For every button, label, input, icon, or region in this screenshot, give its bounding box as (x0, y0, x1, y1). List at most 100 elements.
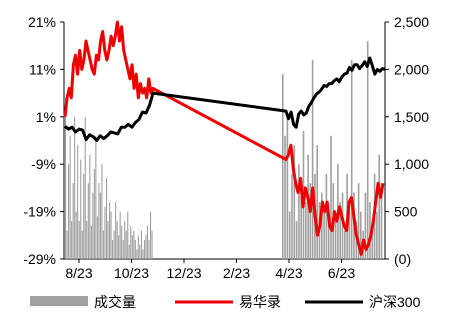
volume-bar (295, 221, 298, 259)
volume-bar (118, 235, 120, 259)
volume-bar (357, 183, 360, 259)
volume-bar (150, 211, 152, 259)
left-tick-label: -19% (23, 204, 56, 220)
volume-bar (112, 240, 114, 259)
volume-bar (121, 225, 123, 259)
volume-bar (90, 225, 92, 259)
volume-bar (122, 240, 124, 259)
volume-bar (143, 240, 145, 259)
volume-bar (131, 235, 133, 259)
volume-bar (291, 173, 293, 259)
volume-bar (140, 230, 142, 259)
volume-bar (350, 59, 353, 260)
volume-bar (282, 74, 284, 259)
volume-bar (305, 202, 307, 259)
right-tick-label: 1,000 (394, 156, 429, 172)
legend: 成交量 易华录 沪深300 (30, 294, 421, 310)
right-tick-label: 2,000 (394, 61, 429, 77)
volume-bar (148, 240, 150, 259)
volume-bar (369, 202, 371, 259)
volume-bar (98, 183, 100, 259)
volume-bar (102, 230, 104, 259)
legend-label: 成交量 (94, 294, 136, 310)
left-tick-label: -9% (31, 156, 56, 172)
volume-bar (115, 202, 117, 259)
x-tick-label: 10/23 (114, 265, 149, 281)
volume-bar (116, 221, 118, 259)
series-lines (63, 20, 386, 256)
legend-label: 易华录 (239, 294, 281, 310)
volume-bar (80, 159, 82, 259)
right-tick-label: (0) (394, 251, 411, 267)
volume-bar (77, 145, 79, 259)
volume-bar (89, 154, 91, 259)
volume-bar (104, 206, 106, 259)
volume-bar (146, 225, 148, 259)
volume-bar (151, 230, 153, 259)
left-tick-label: 11% (29, 61, 56, 77)
volume-bar (293, 145, 296, 259)
volume-bar (107, 221, 109, 259)
volume-bar (86, 221, 88, 259)
volume-bar (68, 164, 70, 259)
volume-bars (65, 41, 383, 260)
volume-bar (78, 221, 80, 259)
volume-bar (380, 183, 383, 259)
tick-labels: 21% 11% 1% -9% -19% -29% 2,500 2,000 1,500 1,000 5… (23, 14, 429, 281)
volume-bar (113, 230, 115, 259)
volume-bar (133, 230, 135, 259)
legend-label: 沪深300 (369, 294, 421, 310)
volume-bar (65, 97, 67, 259)
legend-swatch-bar (30, 296, 88, 306)
volume-bar (316, 145, 318, 259)
volume-bar (71, 221, 73, 259)
volume-bar (128, 244, 130, 259)
volume-bar (96, 216, 98, 259)
volume-bar (142, 249, 144, 259)
left-tick-label: 21% (28, 14, 56, 30)
volume-bar (366, 41, 369, 259)
volume-bar (92, 192, 94, 259)
volume-bar (323, 211, 325, 259)
volume-bar (72, 183, 74, 259)
volume-bar (321, 192, 323, 259)
volume-bar (99, 192, 101, 259)
volume-bar (344, 230, 346, 259)
volume-bar (371, 221, 374, 259)
volume-bar (298, 164, 300, 259)
volume-bar (110, 211, 112, 259)
volume-bar (124, 221, 126, 259)
left-tick-label: -29% (23, 251, 56, 267)
volume-bar (334, 211, 337, 259)
volume-bar (125, 230, 127, 259)
right-tick-label: 500 (394, 204, 418, 220)
volume-bar (284, 135, 286, 259)
x-tick-label: 6/23 (328, 265, 355, 281)
volume-bar (364, 192, 367, 259)
volume-bar (139, 244, 141, 259)
volume-bar (101, 164, 103, 259)
volume-bar (109, 202, 111, 259)
volume-bar (145, 235, 147, 259)
volume-bar (93, 168, 95, 259)
volume-bar (74, 116, 76, 259)
volume-bar (300, 192, 302, 259)
volume-bar (83, 173, 85, 259)
volume-bar (127, 211, 129, 259)
volume-bar (81, 230, 83, 259)
volume-bar (87, 183, 89, 259)
volume-bar (327, 221, 330, 259)
volume-bar (348, 211, 351, 259)
volume-bar (339, 202, 341, 259)
volume-bar (119, 211, 121, 259)
right-tick-label: 2,500 (394, 14, 429, 30)
volume-bar (325, 173, 328, 259)
x-tick-label: 8/23 (65, 265, 92, 281)
volume-bar (130, 225, 132, 259)
volume-bar (106, 178, 108, 259)
volume-bar (66, 230, 68, 259)
volume-bar (378, 154, 380, 259)
series-line-易华录 (63, 20, 385, 256)
volume-bar (75, 211, 77, 259)
volume-bar (360, 211, 362, 259)
